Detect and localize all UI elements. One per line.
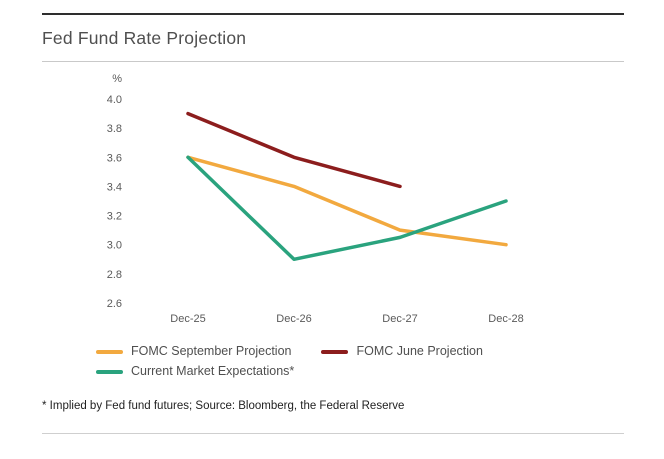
chart-title: Fed Fund Rate Projection xyxy=(42,28,247,48)
svg-text:3.4: 3.4 xyxy=(107,181,122,193)
svg-text:2.8: 2.8 xyxy=(107,269,122,281)
legend-item-market-expectations: Current Market Expectations* xyxy=(96,364,294,379)
svg-text:Dec-27: Dec-27 xyxy=(382,313,417,325)
svg-text:Dec-25: Dec-25 xyxy=(170,313,205,325)
svg-text:%: % xyxy=(112,73,122,85)
legend-row-1: FOMC September Projection FOMC June Proj… xyxy=(96,344,513,359)
legend-label-market: Current Market Expectations* xyxy=(131,364,295,378)
svg-text:2.6: 2.6 xyxy=(107,298,122,310)
legend-item-fomc-june: FOMC June Projection xyxy=(321,344,483,359)
legend-swatch-market xyxy=(96,369,123,374)
svg-text:Dec-26: Dec-26 xyxy=(276,313,311,325)
source-footnote: * Implied by Fed fund futures; Source: B… xyxy=(42,400,405,412)
svg-text:3.6: 3.6 xyxy=(107,152,122,164)
bottom-divider xyxy=(42,433,624,434)
legend-swatch-june xyxy=(321,349,349,354)
svg-text:4.0: 4.0 xyxy=(107,94,122,106)
title-divider xyxy=(42,61,624,62)
svg-text:Dec-28: Dec-28 xyxy=(488,313,523,325)
top-divider xyxy=(42,13,624,15)
chart-legend: FOMC September Projection FOMC June Proj… xyxy=(96,344,513,384)
legend-swatch-september xyxy=(96,349,123,354)
legend-label-september: FOMC September Projection xyxy=(131,344,292,358)
svg-text:3.8: 3.8 xyxy=(107,123,122,135)
svg-text:3.0: 3.0 xyxy=(107,240,122,252)
line-chart: % 4.0 3.8 3.6 3.4 3.2 3.0 2.8 2.6 Dec-25 Dec-26 Dec… xyxy=(107,73,524,325)
legend-item-fomc-september: FOMC September Projection xyxy=(96,344,291,359)
svg-text:3.2: 3.2 xyxy=(107,211,122,223)
legend-label-june: FOMC June Projection xyxy=(356,344,483,358)
legend-row-2: Current Market Expectations* xyxy=(96,364,513,379)
